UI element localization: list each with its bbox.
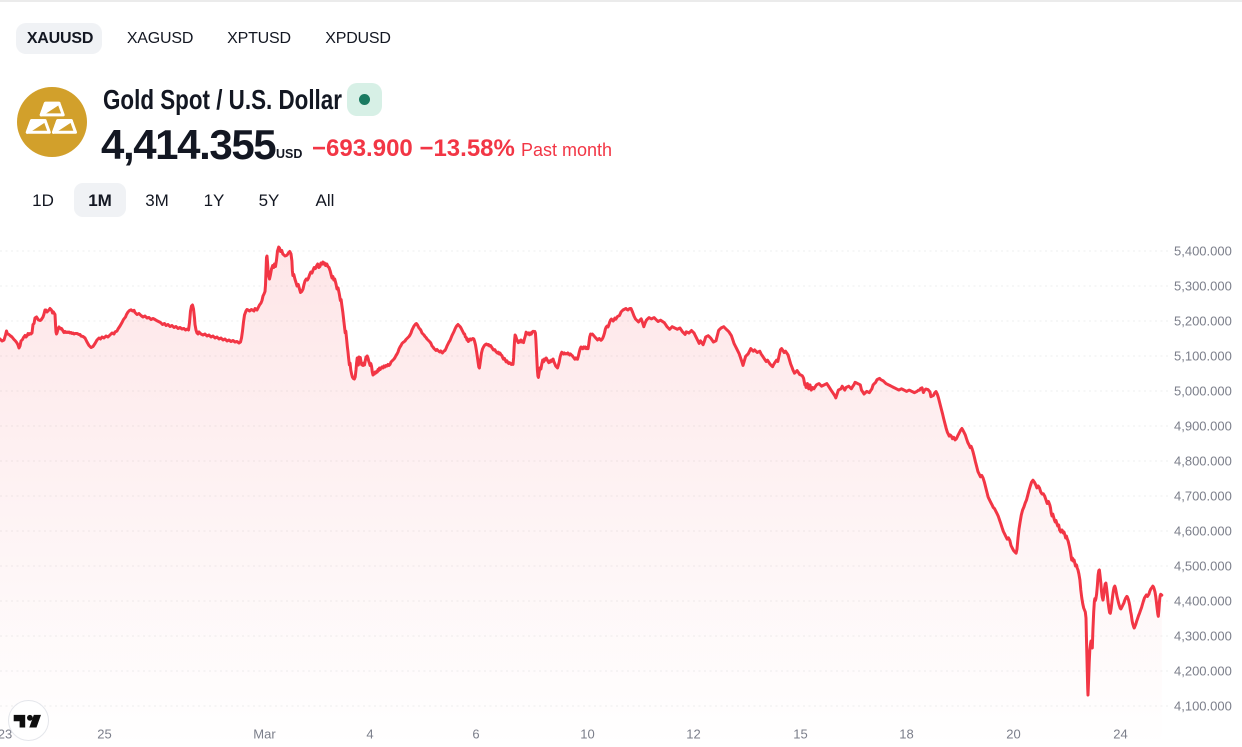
svg-text:25: 25 xyxy=(97,727,111,742)
svg-text:5,200.000: 5,200.000 xyxy=(1174,314,1232,329)
svg-text:6: 6 xyxy=(472,727,479,742)
svg-text:23: 23 xyxy=(0,727,12,742)
svg-text:4,200.000: 4,200.000 xyxy=(1174,664,1232,679)
svg-text:15: 15 xyxy=(793,727,807,742)
svg-text:5,400.000: 5,400.000 xyxy=(1174,244,1232,259)
svg-text:Mar: Mar xyxy=(253,727,276,742)
svg-text:5,300.000: 5,300.000 xyxy=(1174,279,1232,294)
svg-text:5,100.000: 5,100.000 xyxy=(1174,349,1232,364)
svg-text:4,600.000: 4,600.000 xyxy=(1174,524,1232,539)
svg-text:4,700.000: 4,700.000 xyxy=(1174,489,1232,504)
svg-text:4,100.000: 4,100.000 xyxy=(1174,699,1232,714)
svg-text:4,400.000: 4,400.000 xyxy=(1174,594,1232,609)
svg-text:4,500.000: 4,500.000 xyxy=(1174,559,1232,574)
svg-text:24: 24 xyxy=(1113,727,1127,742)
svg-text:12: 12 xyxy=(686,727,700,742)
svg-text:20: 20 xyxy=(1006,727,1020,742)
svg-text:10: 10 xyxy=(580,727,594,742)
svg-text:4,300.000: 4,300.000 xyxy=(1174,629,1232,644)
svg-text:4: 4 xyxy=(366,727,373,742)
svg-text:4,900.000: 4,900.000 xyxy=(1174,419,1232,434)
svg-text:4,800.000: 4,800.000 xyxy=(1174,454,1232,469)
svg-text:18: 18 xyxy=(899,727,913,742)
svg-text:5,000.000: 5,000.000 xyxy=(1174,384,1232,399)
